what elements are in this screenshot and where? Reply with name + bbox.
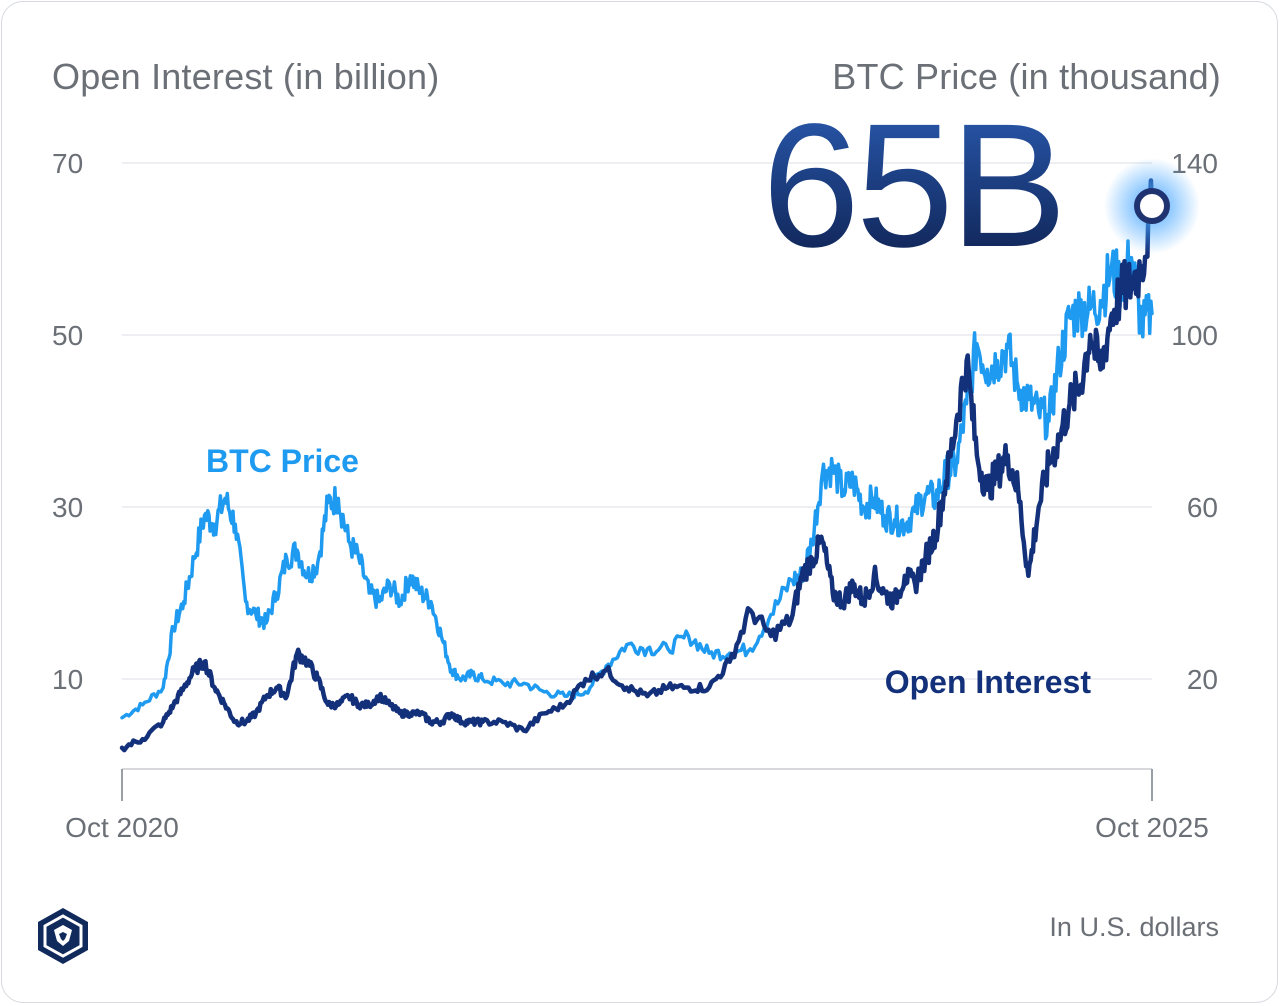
x-tick-label: Oct 2025	[1095, 812, 1209, 843]
highlight-marker	[1104, 158, 1200, 254]
highlight-value: 65B	[762, 88, 1067, 284]
brand-logo-icon	[38, 908, 88, 964]
x-tick-label: Oct 2020	[65, 812, 179, 843]
series-line-open-interest	[119, 178, 1155, 753]
marker-dot	[1134, 188, 1170, 224]
x-axis: Oct 2020 Oct 2025	[65, 768, 1209, 843]
left-tick-label: 10	[52, 664, 83, 695]
footnote: In U.S. dollars	[1049, 912, 1219, 942]
open-interest-label: Open Interest	[885, 664, 1092, 700]
btc-price-label: BTC Price	[206, 443, 359, 479]
grid-lines	[122, 162, 1152, 680]
series-layer	[119, 178, 1155, 753]
right-tick-label: 60	[1187, 492, 1218, 523]
left-axis-ticks: 10 30 50 70	[52, 148, 83, 695]
right-tick-label: 20	[1187, 664, 1218, 695]
left-tick-label: 30	[52, 492, 83, 523]
series-labels: BTC Price Open Interest	[206, 443, 1091, 700]
right-axis-title: BTC Price (in thousand)	[832, 56, 1221, 97]
left-tick-label: 50	[52, 320, 83, 351]
left-tick-label: 70	[52, 148, 83, 179]
left-axis-title: Open Interest (in billion)	[52, 56, 440, 97]
series-line-btc-price	[120, 239, 1154, 720]
right-tick-label: 100	[1171, 320, 1218, 351]
